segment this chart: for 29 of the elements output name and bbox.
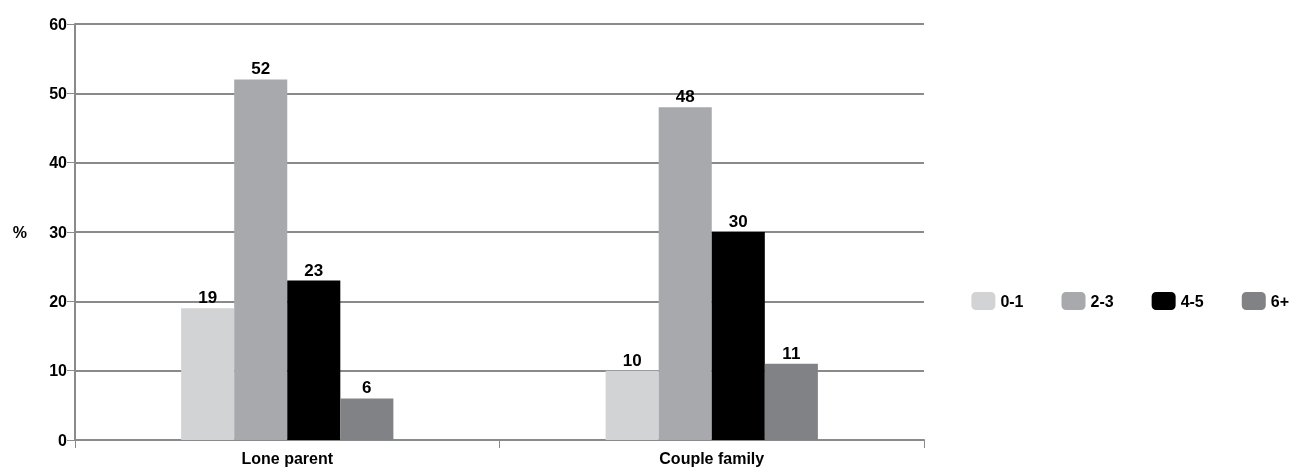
y-tick-label: 60 [49,15,68,33]
x-tick-label: Lone parent [241,449,334,467]
y-tick-label: 30 [49,223,68,241]
bar [711,232,765,440]
data-label: 19 [198,288,218,308]
data-label: 10 [622,350,642,370]
data-label: 23 [304,260,324,280]
legend-label: 2-3 [1090,292,1114,310]
y-tick-label: 0 [58,431,68,449]
y-tick-label: 50 [49,84,68,102]
y-tick-label: 40 [49,154,68,172]
data-label: 11 [782,343,801,363]
legend-label: 6+ [1270,292,1290,310]
data-label: 48 [675,87,695,107]
bar [658,107,712,440]
bar [181,308,235,440]
bar [340,398,394,440]
data-label: 6 [362,378,372,398]
x-tick-label: Couple family [659,449,765,467]
bar [605,370,659,440]
y-axis-title: % [12,223,27,241]
legend-label: 0-1 [1000,292,1024,310]
data-label: 52 [251,59,271,79]
legend-label: 4-5 [1180,292,1204,310]
y-tick-label: 10 [49,362,68,380]
bar [287,280,341,440]
bar [234,79,288,440]
y-tick-label: 20 [49,292,68,310]
data-label: 30 [728,212,748,231]
